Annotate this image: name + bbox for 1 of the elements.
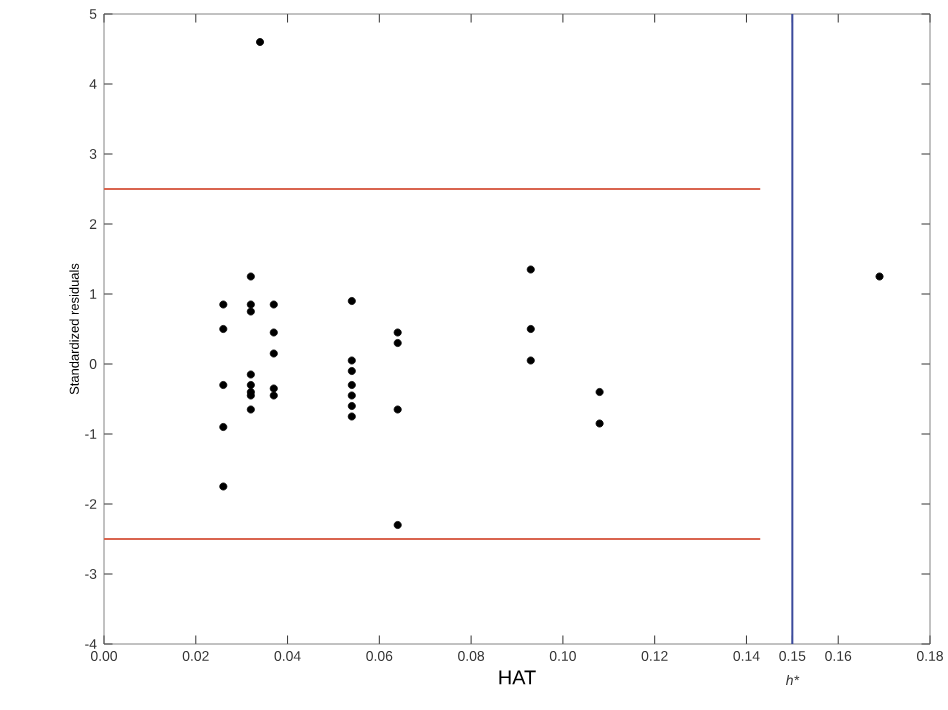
x-axis-title: HAT <box>499 670 536 685</box>
